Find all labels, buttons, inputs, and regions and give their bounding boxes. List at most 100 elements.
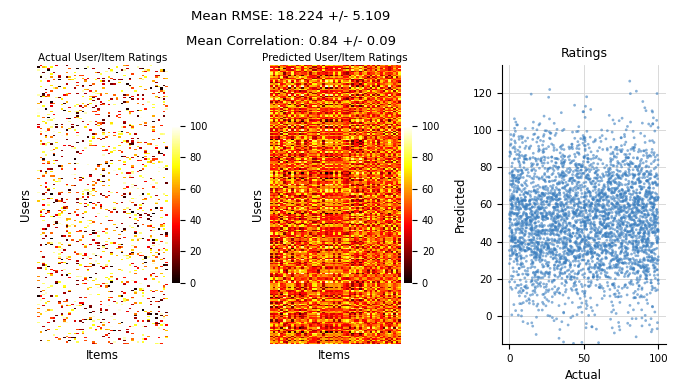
Point [544,298,554,304]
Point [539,165,550,172]
Point [617,208,628,214]
Point [561,168,572,174]
Point [560,248,571,254]
Point [627,185,638,191]
Point [509,175,520,181]
Point [518,299,529,306]
Point [521,222,532,228]
Point [615,230,626,236]
Point [619,227,630,233]
Point [538,138,549,144]
Point [648,217,659,223]
Point [512,204,523,210]
Point [532,162,543,168]
Point [559,241,570,247]
Point [602,280,613,286]
Point [637,218,648,224]
Point [618,220,629,226]
Point [576,267,587,273]
Point [541,287,552,293]
Point [571,240,581,246]
Point [526,221,537,227]
Point [556,253,567,259]
Point [560,229,571,235]
Point [604,179,615,185]
Point [553,232,564,238]
Point [612,175,623,181]
Point [564,230,575,236]
Point [582,303,593,309]
Point [648,181,658,187]
Point [648,259,658,265]
Point [533,241,544,247]
Point [542,194,553,200]
Point [508,244,518,250]
Point [591,225,602,231]
Point [514,216,525,222]
Point [604,264,615,270]
Point [632,262,643,268]
Point [518,203,529,209]
Point [596,138,606,144]
Point [517,139,528,146]
Point [513,207,524,213]
Point [546,223,556,229]
Point [648,185,659,191]
Point [506,201,516,207]
Point [585,107,596,113]
Point [532,201,543,207]
X-axis label: Items: Items [86,350,119,363]
Point [558,226,569,232]
Point [589,214,600,220]
Point [603,215,614,221]
Point [639,247,650,253]
Point [573,196,583,202]
Point [570,184,581,190]
Point [622,250,633,256]
Point [524,230,535,236]
Point [553,215,564,221]
Point [639,233,650,239]
Point [505,216,516,222]
Point [602,194,612,200]
Point [558,241,569,247]
Point [638,226,649,232]
Point [541,204,552,210]
Point [526,218,537,224]
Point [555,229,566,235]
Point [568,177,579,183]
Point [646,249,656,255]
Point [573,258,584,264]
Point [631,238,642,244]
Point [531,254,541,260]
Point [614,245,625,251]
Point [634,262,645,269]
Point [529,243,539,249]
Point [616,269,627,275]
Point [518,209,529,215]
Point [514,213,525,219]
Point [535,246,546,253]
Point [613,238,624,244]
Point [579,198,589,204]
Point [555,196,566,202]
Point [592,175,603,181]
Point [644,190,654,196]
Point [521,225,531,231]
Point [635,230,646,236]
Point [566,250,577,256]
Point [551,256,562,262]
Point [506,238,516,244]
Point [575,254,585,260]
Point [606,196,617,202]
Point [529,255,539,261]
Point [625,161,635,167]
Point [516,290,527,296]
Point [581,186,592,193]
Point [642,217,652,223]
Point [520,228,531,234]
Point [616,162,627,168]
Point [623,214,634,220]
Point [622,229,633,235]
Point [516,188,527,194]
